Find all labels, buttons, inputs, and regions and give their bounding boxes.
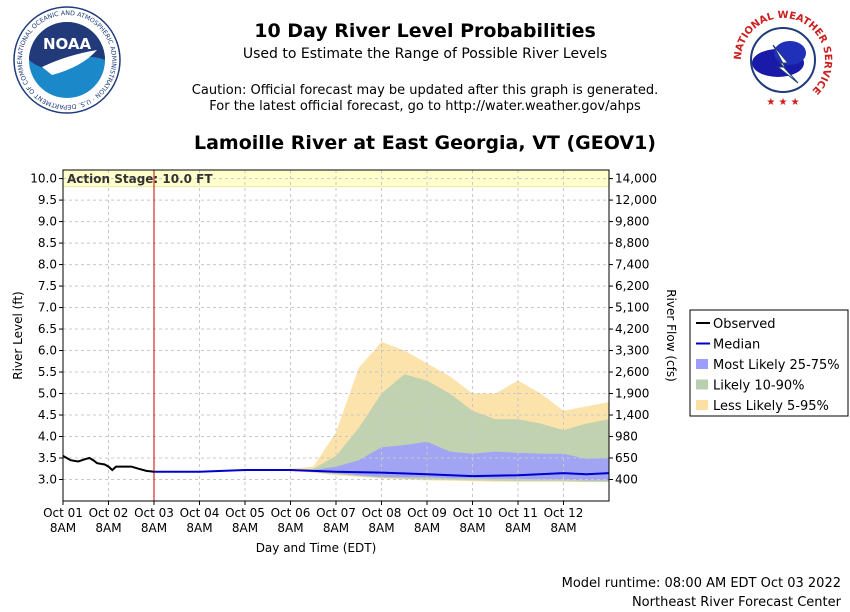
y2-tick-label: 1,400: [615, 408, 649, 422]
y2-tick-label: 650: [615, 451, 638, 465]
y2-tick-label: 400: [615, 473, 638, 487]
x-tick-label-time: 8AM: [141, 521, 167, 535]
svg-text:★ ★ ★: ★ ★ ★: [766, 97, 799, 108]
y-tick-label: 5.0: [38, 387, 57, 401]
y2-tick-label: 1,900: [615, 387, 649, 401]
series-lines: [62, 170, 610, 501]
legend-label: Median: [713, 338, 760, 353]
y2-tick-label: 6,200: [615, 279, 649, 293]
y2-tick-label: 4,200: [615, 322, 649, 336]
nws-logo: NATIONAL WEATHER SERVICE ★ ★ ★: [730, 7, 836, 113]
y-axis-label: River Level (ft): [11, 291, 25, 379]
band-most-likely-25-75-: [154, 441, 609, 481]
chart-subtitle: Used to Estimate the Range of Possible R…: [242, 46, 608, 62]
x-tick-label-date: Oct 06: [271, 506, 311, 520]
x-tick-label-time: 8AM: [505, 521, 531, 535]
noaa-wordmark: NOAA: [43, 35, 92, 53]
y-tick-label: 5.5: [38, 365, 57, 379]
legend-label: Likely 10-90%: [713, 379, 804, 394]
y2-axis-label: River Flow (cfs): [664, 289, 678, 382]
y-tick-label: 9.5: [38, 193, 57, 207]
y2-tick-label: 3,300: [615, 344, 649, 358]
legend-label: Less Likely 5-95%: [713, 399, 829, 414]
x-tick-label-date: Oct 09: [407, 506, 447, 520]
legend-swatch: [696, 400, 708, 410]
x-tick-label-time: 8AM: [186, 521, 212, 535]
y-tick-label: 3.0: [38, 473, 57, 487]
caution-line-1: Caution: Official forecast may be update…: [191, 83, 659, 98]
y2-tick-label: 2,600: [615, 365, 649, 379]
y2-tick-label: 7,400: [615, 258, 649, 272]
legend-box: [689, 309, 849, 417]
x-tick-label-date: Oct 02: [89, 506, 129, 520]
model-runtime: Model runtime: 08:00 AM EDT Oct 03 2022: [561, 576, 841, 591]
x-tick-label-date: Oct 05: [225, 506, 265, 520]
y-tick-label: 4.0: [38, 430, 57, 444]
y2-tick-label: 12,000: [615, 193, 657, 207]
y2-tick-label: 14,000: [615, 172, 657, 186]
y2-tick-label: 980: [615, 430, 638, 444]
legend-swatch: [696, 359, 708, 369]
x-tick-label-date: Oct 08: [362, 506, 402, 520]
noaa-logo: NATIONAL OCEANIC AND ATMOSPHERIC ADMINIS…: [12, 5, 121, 114]
x-tick-label-time: 8AM: [414, 521, 440, 535]
x-axis-label: Day and Time (EDT): [256, 541, 377, 555]
y-tick-label: 10.0: [30, 172, 57, 186]
x-tick-label-date: Oct 03: [134, 506, 174, 520]
x-tick-label-date: Oct 12: [544, 506, 584, 520]
y-tick-label: 9.0: [38, 215, 57, 229]
caution-line-2: For the latest official forecast, go to …: [209, 99, 641, 114]
x-tick-label-time: 8AM: [550, 521, 576, 535]
y2-tick-label: 8,800: [615, 236, 649, 250]
plot-frame: [62, 169, 610, 502]
x-tick-label-date: Oct 07: [316, 506, 356, 520]
y-tick-label: 8.0: [38, 258, 57, 272]
y-tick-label: 3.5: [38, 451, 57, 465]
x-tick-label-date: Oct 10: [453, 506, 493, 520]
x-tick-label-time: 8AM: [368, 521, 394, 535]
series-median: [154, 469, 610, 478]
series-observed: [62, 455, 155, 473]
y2-tick-label: 9,800: [615, 215, 649, 229]
y-tick-label: 7.5: [38, 279, 57, 293]
y-tick-label: 6.5: [38, 322, 57, 336]
forecast-center: Northeast River Forecast Center: [631, 595, 841, 610]
legend-label: Most Likely 25-75%: [713, 358, 840, 373]
x-tick-label-time: 8AM: [277, 521, 303, 535]
x-tick-label-time: 8AM: [459, 521, 485, 535]
y-tick-label: 4.5: [38, 408, 57, 422]
x-tick-label-time: 8AM: [232, 521, 258, 535]
x-tick-label-date: Oct 11: [498, 506, 538, 520]
legend-swatch: [696, 379, 708, 390]
y2-tick-label: 5,100: [615, 301, 649, 315]
x-tick-label-time: 8AM: [95, 521, 121, 535]
y-tick-label: 7.0: [38, 301, 57, 315]
y-tick-label: 8.5: [38, 236, 57, 250]
station-title: Lamoille River at East Georgia, VT (GEOV…: [193, 132, 656, 154]
x-tick-label-time: 8AM: [323, 521, 349, 535]
action-stage-label: Action Stage: 10.0 FT: [67, 172, 213, 186]
axes: 3.0 3.5 4.0 4.5 5.0 5.5 6.0 6.5 7.0 7.5 8.0 8.5 9.0 9…: [11, 169, 678, 555]
legend: Observed Median Most Likely 25-75% Likely 1…: [689, 309, 849, 417]
legend-label: Observed: [713, 317, 776, 332]
x-tick-label-time: 8AM: [50, 521, 76, 535]
y-tick-label: 6.0: [38, 344, 57, 358]
chart-title: 10 Day River Level Probabilities: [254, 20, 596, 42]
x-tick-label-date: Oct 04: [180, 506, 220, 520]
x-tick-label-date: Oct 01: [43, 506, 83, 520]
